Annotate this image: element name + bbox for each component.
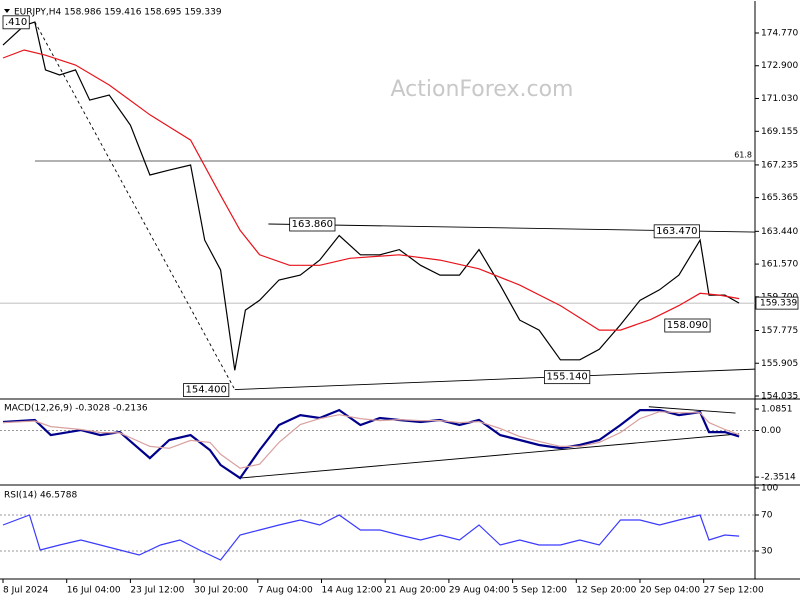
last-price-box bbox=[755, 296, 799, 310]
x-tick-label: 7 Aug 04:00 bbox=[258, 586, 313, 596]
series-line bbox=[2, 408, 740, 480]
annotation-box bbox=[2, 15, 30, 30]
y-tick-label: 155.905 bbox=[761, 359, 798, 369]
y-tick-label: 163.440 bbox=[761, 227, 798, 237]
panel-title: EURJPY,H4 158.986 159.416 158.695 159.33… bbox=[14, 8, 222, 18]
y-tick-label: 172.900 bbox=[761, 61, 798, 71]
y-tick-label: 100 bbox=[761, 484, 778, 494]
x-tick-label: 30 Jul 20:00 bbox=[194, 586, 248, 596]
annotation-label: 163.860 bbox=[292, 219, 333, 230]
annotation-label: 163.470 bbox=[656, 226, 697, 237]
annotation-box bbox=[664, 318, 711, 333]
annotation-box bbox=[289, 217, 336, 232]
annotation-label: 155.140 bbox=[546, 372, 587, 383]
trendline bbox=[34, 21, 236, 390]
trendline bbox=[234, 368, 756, 391]
annotation-box bbox=[544, 370, 591, 385]
y-tick-label: 157.775 bbox=[761, 326, 798, 336]
x-tick-label: 8 Jul 2024 bbox=[3, 586, 48, 596]
x-tick-label: 29 Aug 04:00 bbox=[449, 586, 510, 596]
y-tick-label: 171.030 bbox=[761, 94, 798, 104]
x-tick-label: 12 Sep 20:00 bbox=[576, 586, 636, 596]
annotation-box bbox=[183, 383, 230, 397]
panel-title: RSI(14) 46.5788 bbox=[4, 491, 77, 501]
x-tick-label: 5 Sep 12:00 bbox=[513, 586, 568, 596]
panel-title: MACD(12,26,9) -0.3028 -0.2136 bbox=[4, 404, 148, 414]
trendline bbox=[648, 406, 736, 414]
y-tick-label: 0.00 bbox=[761, 426, 781, 436]
x-tick-label: 16 Jul 04:00 bbox=[67, 586, 121, 596]
annotation-label: .410 bbox=[5, 17, 27, 28]
y-tick-label: 154.035 bbox=[761, 391, 798, 401]
y-tick-label: 165.365 bbox=[761, 193, 798, 203]
y-tick-label: 161.570 bbox=[761, 260, 798, 270]
annotation-label: 158.090 bbox=[667, 320, 708, 331]
series-line bbox=[2, 49, 740, 331]
series-line bbox=[2, 21, 740, 371]
annotation-box bbox=[653, 224, 700, 239]
series-line bbox=[2, 411, 740, 469]
y-tick-label: 30 bbox=[761, 547, 773, 557]
title-marker bbox=[4, 9, 10, 13]
y-tick-label: 70 bbox=[761, 511, 773, 521]
trendline bbox=[240, 433, 740, 479]
y-tick-label: -2.3514 bbox=[761, 473, 796, 483]
x-tick-label: 27 Sep 12:00 bbox=[704, 586, 764, 596]
watermark: ActionForex.com bbox=[391, 77, 574, 102]
x-tick-label: 23 Jul 12:00 bbox=[130, 586, 184, 596]
last-price-label: 159.339 bbox=[760, 299, 797, 309]
y-tick-label: 167.235 bbox=[761, 160, 798, 170]
y-tick-label: 174.770 bbox=[761, 29, 798, 39]
fib-label: 61.8 bbox=[734, 150, 752, 159]
y-tick-label: 1.0851 bbox=[761, 405, 793, 415]
x-tick-label: 14 Aug 12:00 bbox=[321, 586, 382, 596]
x-tick-label: 21 Aug 20:00 bbox=[385, 586, 446, 596]
annotation-label: 154.400 bbox=[185, 385, 226, 396]
x-tick-label: 20 Sep 04:00 bbox=[640, 586, 700, 596]
y-tick-label: 169.155 bbox=[761, 127, 798, 137]
series-line bbox=[2, 514, 740, 561]
